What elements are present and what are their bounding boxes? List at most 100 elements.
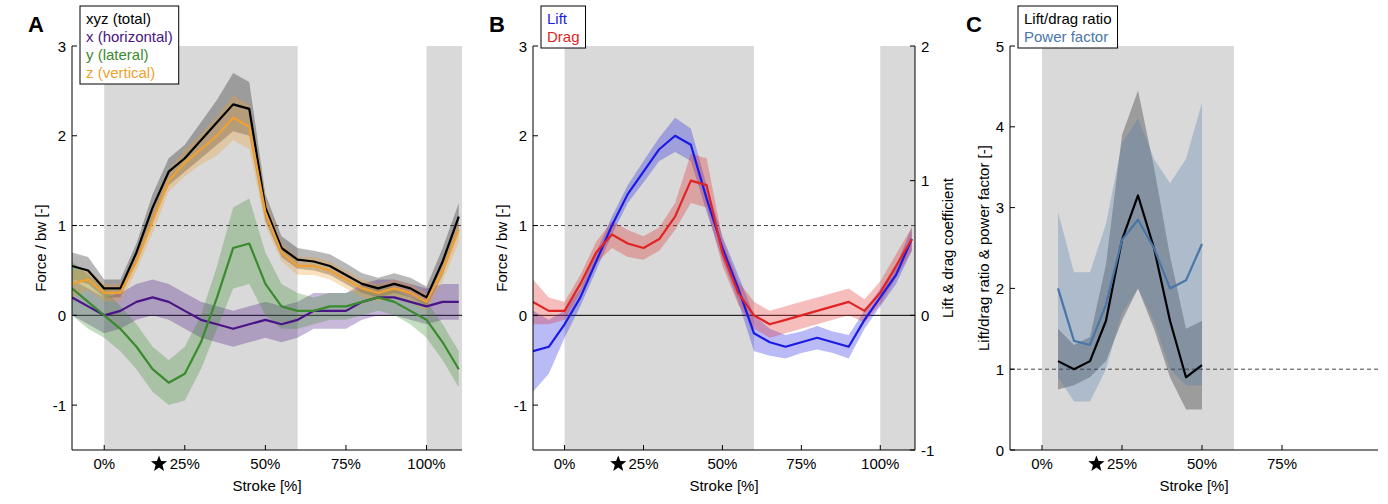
y-tick-label: 2 [58,127,66,144]
x-tick [265,445,266,450]
y-axis [1010,46,1011,450]
series-line [533,136,912,351]
y2-tick [910,315,915,316]
y-axis-title: Force / bw [-] [493,204,510,292]
y-tick [533,135,538,136]
y2-tick-label: 2 [921,38,929,55]
y-tick-label: 5 [996,38,1004,55]
x-axis [1010,450,1378,451]
y-tick [72,405,77,406]
x-axis-title: Stroke [%] [1159,477,1228,494]
x-tick [426,445,427,450]
y-tick [72,135,77,136]
x-tick [801,445,802,450]
y-tick-label: 2 [519,127,527,144]
y-tick [72,46,77,47]
plot-area [533,46,915,450]
shaded-range [104,46,297,450]
y-tick-label: 4 [996,118,1004,135]
x-tick [1042,445,1043,450]
x-tick-label: 100% [407,455,445,472]
y-tick-label: 0 [519,307,527,324]
panel-letter: C [966,12,982,37]
confidence-band [1058,103,1202,402]
y-tick [1010,207,1015,208]
y-tick [1010,288,1015,289]
y-tick-label: 3 [519,38,527,55]
legend-box [80,6,179,84]
x-tick [643,445,644,450]
y-tick-label: 3 [996,199,1004,216]
x-axis [533,450,915,451]
plot-area [72,46,462,450]
legend-label: Power factor [1024,28,1108,45]
panel-letter: A [28,12,44,37]
confidence-band [72,199,459,405]
legend-label: Lift [547,10,568,27]
y-tick [1010,369,1015,370]
series-line [72,244,459,383]
x-tick-label: 75% [786,455,816,472]
legend: Lift/drag ratioPower factor [1018,6,1118,48]
star-marker [610,456,626,471]
confidence-band [1058,90,1202,409]
y-tick-label: 1 [996,361,1004,378]
x-tick-label: 0% [93,455,115,472]
x-tick-label: 25% [1107,455,1137,472]
x-tick-label: 25% [170,455,200,472]
legend-box [541,6,586,48]
y-axis-title: Lift/drag ratio & power factor [-] [975,145,992,351]
figure: -101230%25%50%75%100%Force / bw [-]Strok… [0,0,1388,504]
y-tick [1010,450,1015,451]
x-tick [1122,445,1123,450]
legend: xyz (total)x (horizontal)y (lateral)z (v… [80,6,179,84]
x-tick [880,445,881,450]
legend: LiftDrag [541,6,586,48]
y-tick-label: 0 [996,442,1004,459]
y-axis [72,46,73,450]
x-tick [1282,445,1283,450]
y2-axis-title: Lift & drag coefficient [939,177,956,318]
legend-label: Drag [547,28,580,45]
series-line [1058,195,1202,377]
legend-label: z (vertical) [86,64,155,81]
y2-axis [915,46,916,450]
x-tick [345,445,346,450]
legend-label: Lift/drag ratio [1024,10,1112,27]
x-tick-label: 0% [554,455,576,472]
y-tick [1010,126,1015,127]
y-tick-label: -1 [53,397,66,414]
x-tick [104,445,105,450]
legend-label: x (horizontal) [86,28,173,45]
x-tick [564,445,565,450]
x-axis-title: Stroke [%] [232,477,301,494]
y2-tick [910,450,915,451]
y-tick [533,315,538,316]
x-tick-label: 75% [331,455,361,472]
star-marker [151,456,167,471]
x-tick-label: 50% [1187,455,1217,472]
y-tick-label: 3 [58,38,66,55]
x-tick [184,445,185,450]
legend-label: xyz (total) [86,10,151,27]
legend-label: y (lateral) [86,46,149,63]
y-tick [72,315,77,316]
panel-letter: B [489,12,505,37]
reference-line [533,225,915,226]
y-tick [533,405,538,406]
plot-area [1010,46,1378,450]
y-tick-label: 2 [996,280,1004,297]
legend-box [1018,6,1118,48]
y-tick [72,225,77,226]
series-line [72,104,459,297]
x-tick-label: 25% [628,455,658,472]
y-axis [533,46,534,450]
x-axis [72,450,462,451]
series-line [1058,220,1202,345]
y2-tick [910,180,915,181]
x-tick [1202,445,1203,450]
x-tick-label: 100% [861,455,899,472]
y-tick [533,225,538,226]
x-tick [722,445,723,450]
y2-tick-label: -1 [921,442,934,459]
